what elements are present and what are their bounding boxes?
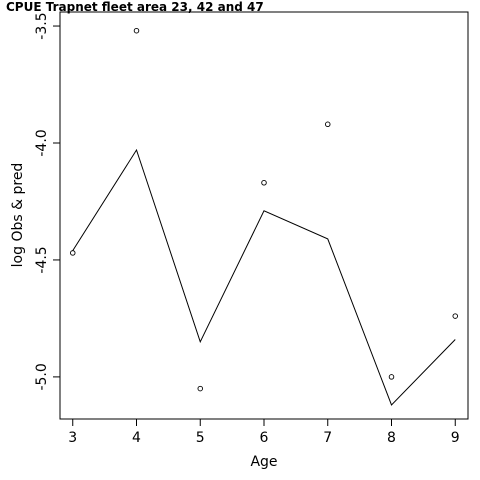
x-axis: 3 4 5 6 7 8 9 [68,419,460,446]
series-layer [69,27,459,406]
y-tick-label: -3.5 [34,12,50,39]
observed-point [133,27,140,34]
x-tick-label: 9 [451,430,460,446]
chart-title: CPUE Trapnet fleet area 23, 42 and 47 [6,0,264,14]
observed-point [388,374,395,380]
x-tick-label: 3 [68,430,77,446]
y-axis: -3.5 -4.0 -4.5 -5.0 [34,12,60,391]
observed-point [69,250,76,256]
y-axis-label: log Obs & pred [10,163,26,268]
y-tick-label: -5.0 [34,363,50,390]
x-tick-label: 5 [196,430,205,446]
observed-point [261,180,267,186]
x-tick-label: 6 [260,430,269,446]
plot-frame [59,11,469,420]
observed-point [197,385,203,392]
x-tick-label: 4 [132,430,141,446]
x-tick-label: 7 [323,430,332,446]
y-tick-label: -4.5 [34,246,50,273]
observed-point [325,121,331,128]
predicted-line [72,148,456,406]
y-tick-label: -4.0 [34,129,50,156]
observed-point [452,313,459,319]
x-tick-label: 8 [387,430,396,446]
x-axis-label: Age [250,454,277,470]
